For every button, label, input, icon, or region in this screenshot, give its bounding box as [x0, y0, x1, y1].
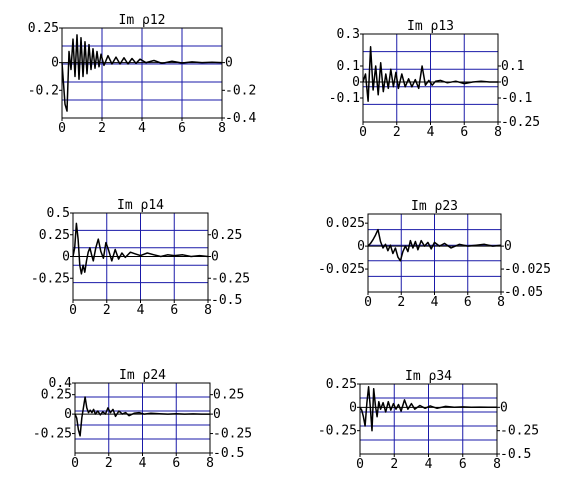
x-tick-label: 2 — [397, 295, 405, 310]
y-tick-label-left: 0 — [349, 400, 357, 415]
x-tick-label: 8 — [494, 125, 502, 140]
y-tick-label-left: 0.1 — [337, 59, 360, 74]
x-tick-label: 8 — [493, 457, 501, 472]
y-tick-label-right: -0.5 — [213, 446, 244, 461]
series-line — [72, 222, 209, 275]
y-tick-label-right: 0.25 — [213, 388, 244, 403]
chart-panel-4: Im ρ23 0 2 4 6 8 0.025 0 -0.025 0 -0.025 -0.05 — [318, 199, 551, 310]
x-tick-label: 0 — [359, 125, 367, 140]
y-tick-label-left: -0.2 — [28, 83, 59, 98]
x-tick-label: 4 — [139, 456, 147, 471]
x-tick-label: 4 — [431, 295, 439, 310]
y-tick-label-left: -0.25 — [33, 427, 72, 442]
y-tick-label-left: -0.25 — [318, 424, 357, 439]
y-tick-label-right: -0.05 — [504, 285, 543, 300]
x-tick-label: 0 — [364, 295, 372, 310]
x-tick-label: 8 — [218, 121, 226, 136]
x-tick-label: 6 — [459, 457, 467, 472]
x-tick-label: 2 — [390, 457, 398, 472]
chart-panel-1: Im ρ12 0 2 4 6 8 0.25 0 -0.2 0 -0.2 -0.4 — [28, 13, 257, 136]
x-tick-label: 4 — [138, 121, 146, 136]
y-tick-label-left: -0.025 — [318, 262, 365, 277]
x-tick-label: 2 — [393, 125, 401, 140]
chart-title: Im ρ14 — [117, 198, 164, 213]
chart-panel-3: Im ρ14 0 2 4 6 8 0.5 0.25 0 -0.25 0.25 0 -0.25 -0.5 — [31, 198, 250, 318]
x-tick-label: 0 — [58, 121, 66, 136]
y-tick-label-right: -0.5 — [500, 447, 531, 462]
y-tick-label-right: -0.25 — [501, 115, 540, 130]
x-tick-label: 0 — [69, 303, 77, 318]
x-tick-label: 4 — [425, 457, 433, 472]
y-tick-label-right: 0 — [211, 250, 219, 265]
y-tick-label-left: 0.25 — [41, 388, 72, 403]
y-tick-label-left: 0 — [352, 75, 360, 90]
y-tick-label-left: 0.3 — [337, 27, 360, 42]
x-tick-label: 4 — [137, 303, 145, 318]
y-tick-label-right: 0.1 — [501, 59, 524, 74]
x-tick-label: 2 — [98, 121, 106, 136]
y-tick-label-left: 0.25 — [39, 228, 70, 243]
chart-title: Im ρ24 — [119, 368, 166, 383]
y-tick-label-left: 0 — [51, 56, 59, 71]
y-tick-label-right: -0.25 — [500, 424, 539, 439]
y-tick-label-right: -0.025 — [504, 262, 551, 277]
x-tick-label: 8 — [497, 295, 505, 310]
x-tick-label: 0 — [356, 457, 364, 472]
y-tick-label-left: 0 — [64, 407, 72, 422]
chart-title: Im ρ34 — [405, 369, 452, 384]
y-tick-label-left: 0.025 — [326, 216, 365, 231]
x-tick-label: 2 — [105, 456, 113, 471]
y-tick-label-left: 0 — [62, 250, 70, 265]
y-tick-label-right: 0 — [501, 75, 509, 90]
y-tick-label-right: -0.2 — [225, 83, 256, 98]
chart-title: Im ρ12 — [119, 13, 166, 28]
series-line — [74, 396, 210, 437]
y-tick-label-right: 0 — [500, 400, 508, 415]
y-tick-label-left: -0.1 — [329, 91, 360, 106]
x-tick-label: 6 — [172, 456, 180, 471]
x-tick-label: 0 — [71, 456, 79, 471]
y-tick-label-left: -0.25 — [31, 271, 70, 286]
y-tick-label-right: -0.4 — [225, 111, 256, 126]
y-tick-label-right: -0.1 — [501, 91, 532, 106]
y-tick-label-right: 0 — [225, 56, 233, 71]
y-tick-label-left: 0.5 — [47, 206, 70, 221]
y-tick-label-right: -0.25 — [211, 271, 250, 286]
x-tick-label: 8 — [206, 456, 214, 471]
y-tick-label-left: 0.25 — [326, 377, 357, 392]
y-tick-label-right: 0.25 — [211, 228, 242, 243]
x-tick-label: 2 — [103, 303, 111, 318]
x-tick-label: 8 — [204, 303, 212, 318]
x-tick-label: 6 — [178, 121, 186, 136]
series-line — [367, 228, 502, 262]
series-line — [362, 46, 498, 102]
y-tick-label-left: 0.25 — [28, 21, 59, 36]
y-tick-label-right: -0.25 — [213, 427, 252, 442]
y-tick-label-left: 0.4 — [49, 376, 73, 391]
chart-panel-6: Im ρ34 0 2 4 6 8 0.25 0 -0.25 0 -0.25 -0.5 — [318, 369, 539, 472]
y-tick-label-left: 0 — [357, 239, 365, 254]
y-tick-label-right: -0.5 — [211, 293, 242, 308]
y-tick-label-right: 0 — [213, 407, 221, 422]
chart-title: Im ρ13 — [407, 19, 454, 34]
x-tick-label: 6 — [464, 295, 472, 310]
x-tick-label: 6 — [170, 303, 178, 318]
y-tick-label-right: 0 — [504, 239, 512, 254]
x-tick-label: 4 — [427, 125, 435, 140]
series-line — [359, 386, 497, 432]
chart-title: Im ρ23 — [411, 199, 458, 214]
series-line — [61, 34, 223, 112]
x-tick-label: 6 — [460, 125, 468, 140]
